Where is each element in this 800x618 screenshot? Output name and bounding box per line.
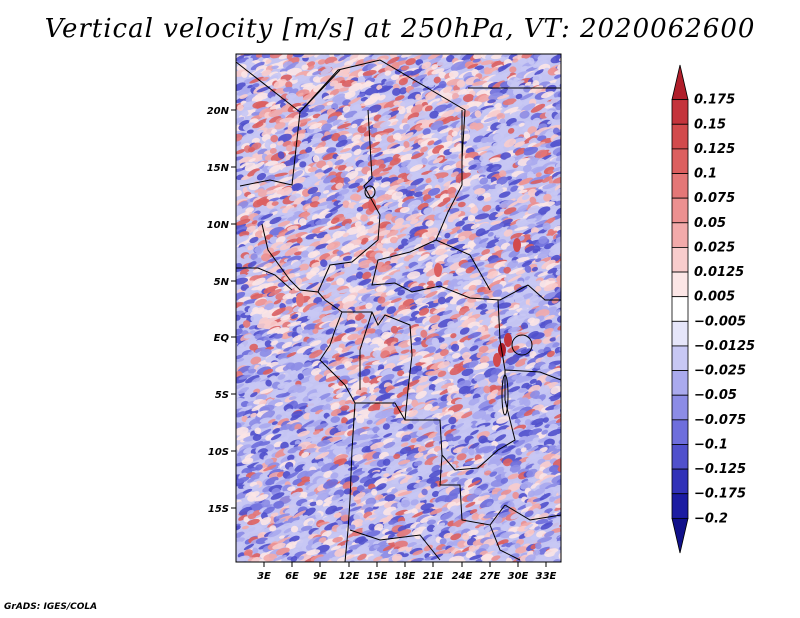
colorbar-label: 0.1 — [694, 167, 717, 182]
border-line — [342, 311, 413, 356]
colorbar: 0.175 0.15 0.125 0.1 0.075 0.05 0.025 0.0125 0.0… — [671, 64, 755, 554]
colorbar-swatch — [671, 123, 689, 150]
lon-label: 15E — [367, 571, 388, 582]
colorbar-label: −0.025 — [694, 364, 746, 379]
border-line — [359, 311, 373, 390]
lat-label: 15N — [207, 163, 230, 174]
colorbar-label: 0.0125 — [694, 265, 744, 280]
border-line — [497, 299, 516, 451]
lon-label: 24E — [452, 571, 473, 582]
colorbar-swatch — [671, 296, 689, 322]
colorbar-swatch — [671, 99, 689, 125]
lake-victoria — [511, 334, 533, 356]
border-line — [349, 529, 441, 561]
lon-label: 18E — [395, 571, 416, 582]
lat-label: 10N — [207, 220, 230, 231]
colorbar-swatch — [671, 468, 689, 495]
axis-ticks: 20N 15N 10N 5N EQ 5S 10S 15S 3E 6E 9E 12E 15E 18E 21E 2… — [207, 106, 557, 582]
border-line — [236, 59, 466, 161]
border-line — [504, 369, 561, 381]
border-line — [439, 454, 506, 526]
colorbar-swatch — [671, 197, 689, 224]
lat-label: 15S — [208, 504, 229, 515]
border-line — [404, 354, 499, 471]
lon-label: 30E — [508, 571, 529, 582]
colorbar-label: 0.05 — [694, 216, 726, 231]
border-line — [236, 267, 293, 291]
border-line — [527, 284, 561, 301]
velocity-field — [236, 54, 561, 562]
lon-label: 6E — [285, 571, 299, 582]
lon-label: 21E — [423, 571, 444, 582]
colorbar-swatch — [671, 493, 689, 519]
lat-label: EQ — [214, 333, 230, 344]
border-line — [504, 504, 561, 521]
colorbar-swatch — [671, 173, 689, 199]
colorbar-label: −0.125 — [694, 462, 746, 477]
lon-label: 9E — [313, 571, 327, 582]
border-line — [344, 402, 356, 562]
colorbar-swatch — [671, 148, 689, 174]
border-line — [319, 311, 346, 386]
border-line — [435, 110, 491, 291]
colorbar-label: −0.1 — [694, 437, 728, 452]
colorbar-bottom-arrow — [671, 517, 689, 554]
colorbar-swatch — [671, 247, 689, 273]
colorbar-label: 0.125 — [694, 142, 735, 157]
lon-label: 33E — [536, 571, 557, 582]
colorbar-label: 0.175 — [694, 93, 735, 108]
colorbar-label: −0.0125 — [694, 339, 755, 354]
lon-label: 27E — [480, 571, 501, 582]
colorbar-swatch — [671, 394, 689, 421]
colorbar-label: −0.005 — [694, 314, 746, 329]
colorbar-swatch — [671, 271, 689, 298]
colorbar-swatch — [671, 444, 689, 470]
colorbar-label: −0.2 — [694, 511, 728, 526]
colorbar-label: 0.025 — [694, 240, 735, 255]
border-line — [371, 239, 529, 301]
border-line — [344, 384, 406, 421]
country-borders — [236, 59, 561, 562]
border-line — [239, 69, 341, 187]
colorbar-swatch — [671, 345, 689, 371]
border-line — [489, 524, 521, 561]
lat-label: 5N — [214, 277, 230, 288]
colorbar-label: 0.15 — [694, 117, 726, 132]
colorbar-label: 0.075 — [694, 191, 735, 206]
colorbar-swatch — [671, 419, 689, 445]
plot-frame — [235, 53, 562, 563]
lon-label: 12E — [339, 571, 360, 582]
lat-label: 10S — [208, 447, 229, 458]
border-line — [261, 223, 343, 313]
lake-tanganyika — [501, 374, 509, 416]
colorbar-label: 0.005 — [694, 290, 735, 305]
colorbar-label: −0.05 — [694, 388, 737, 403]
lake-chad — [364, 185, 376, 199]
colorbar-label: −0.175 — [694, 487, 746, 502]
colorbar-swatch — [671, 370, 689, 396]
colorbar-swatch — [671, 222, 689, 248]
grads-credit: GrADS: IGES/COLA — [4, 602, 98, 612]
colorbar-swatch — [671, 320, 689, 347]
border-line — [363, 109, 381, 241]
colorbar-top-arrow — [671, 64, 689, 101]
lat-label: 5S — [215, 390, 229, 401]
map-title: Vertical velocity [m/s] at 250hPa, VT: 2… — [44, 14, 756, 44]
border-line — [317, 239, 379, 293]
lon-label: 3E — [257, 571, 271, 582]
colorbar-label: −0.075 — [694, 413, 746, 428]
lat-label: 20N — [207, 106, 230, 117]
